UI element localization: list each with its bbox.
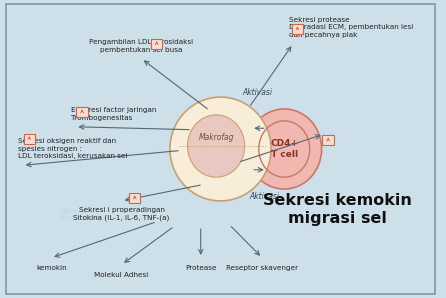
Text: Sekresi protease
Degradasi ECM, pembentukan lesi
dan pecahnya plak: Sekresi protease Degradasi ECM, pembentu…: [289, 17, 413, 38]
FancyBboxPatch shape: [292, 24, 303, 34]
FancyBboxPatch shape: [76, 107, 88, 117]
Ellipse shape: [170, 97, 271, 201]
Text: Sekresi i properadingan
Sitokina (IL-1, IL-6, TNF-(a): Sekresi i properadingan Sitokina (IL-1, …: [74, 207, 170, 221]
Text: Agen-agen
kemotaksis: Agen-agen kemotaksis: [60, 208, 99, 221]
Text: kemokin: kemokin: [36, 265, 66, 271]
Text: Ekspresi factor jaringan
Trombogenesitas: Ekspresi factor jaringan Trombogenesitas: [71, 107, 157, 121]
Text: Aktivasi: Aktivasi: [243, 88, 273, 97]
Text: Sekresi oksigen reaktif dan
spesies nitrogen :
LDL teroksidasi, kerusakan sel: Sekresi oksigen reaktif dan spesies nitr…: [18, 138, 128, 159]
Text: CD4+
T cell: CD4+ T cell: [270, 139, 298, 159]
Text: Sekresi kemokin
migrasi sel: Sekresi kemokin migrasi sel: [263, 193, 411, 226]
Text: Aktivasi: Aktivasi: [249, 192, 280, 201]
Text: Makrofag: Makrofag: [198, 133, 234, 142]
FancyBboxPatch shape: [151, 39, 162, 49]
FancyBboxPatch shape: [6, 4, 435, 294]
Text: Pengambilan LDL terosidaksi
pembentukan sel busa: Pengambilan LDL terosidaksi pembentukan …: [89, 39, 194, 53]
Text: Reseptor skavenger: Reseptor skavenger: [226, 265, 298, 271]
Text: Protease: Protease: [185, 265, 216, 271]
Ellipse shape: [187, 115, 245, 177]
FancyBboxPatch shape: [129, 193, 140, 203]
FancyBboxPatch shape: [322, 135, 334, 145]
Text: Molekul Adhesi: Molekul Adhesi: [95, 272, 149, 278]
FancyBboxPatch shape: [24, 134, 35, 144]
Ellipse shape: [247, 109, 322, 189]
